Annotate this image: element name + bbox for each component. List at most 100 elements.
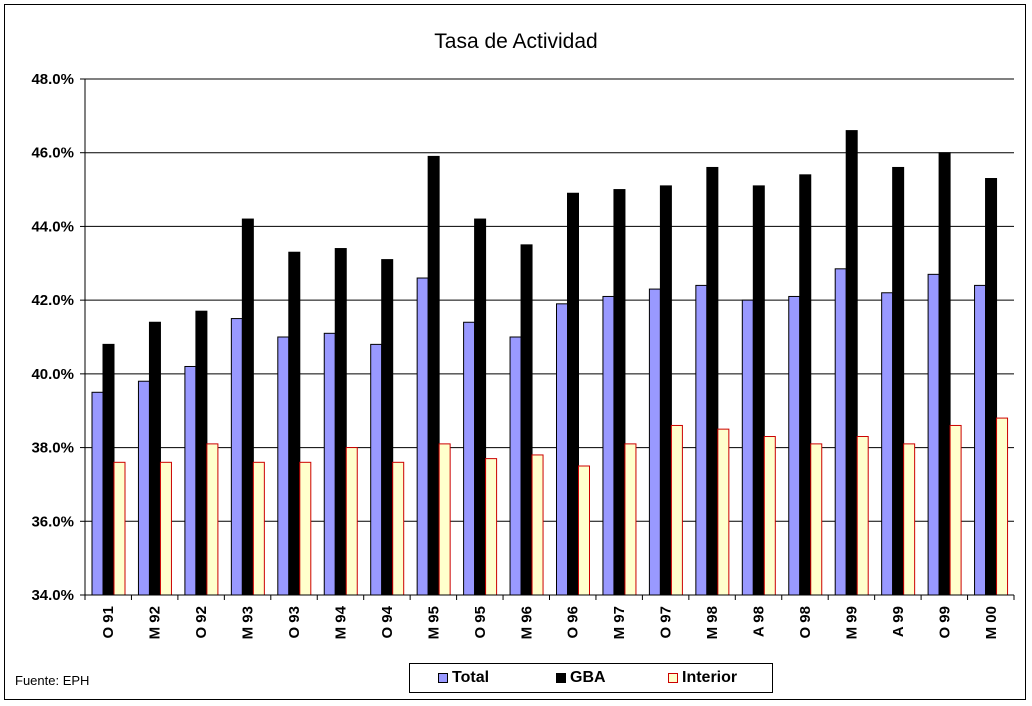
bar-total-7 [416,277,429,596]
bar-interior-10 [578,465,590,596]
bar-total-13 [695,284,708,596]
bar-interior-1 [159,461,172,596]
bar-gba-5 [334,248,347,596]
y-tick-label: 46.0% [31,145,74,162]
bar-gba-1 [148,321,161,596]
bar-total-16 [834,268,847,596]
x-tick-label: O 97 [658,606,675,639]
bar-interior-7 [438,443,451,596]
x-tick-label: M 92 [147,606,164,639]
bar-gba-2 [195,310,208,596]
legend-label: Interior [682,669,738,686]
bar-total-18 [927,273,940,596]
bar-interior-3 [252,461,265,596]
legend-swatch-total [438,673,448,683]
bar-gba-0 [102,343,115,596]
y-tick-label: 36.0% [31,513,74,530]
x-tick-label: M 95 [425,606,442,639]
bar-gba-6 [381,259,394,596]
x-tick-label: M 99 [843,606,860,639]
legend-item-total: Total [438,669,489,687]
x-tick-label: M 00 [983,606,1000,639]
bar-total-8 [463,321,476,596]
bar-gba-8 [474,218,487,596]
bar-total-4 [277,336,290,596]
bar-interior-16 [856,436,869,596]
chart-title: Tasa de Actividad [434,30,597,53]
x-tick-label: M 97 [611,606,628,639]
legend-item-interior: Interior [668,669,737,687]
x-tick-label: A 98 [751,606,768,637]
x-tick-label: M 94 [332,605,349,639]
bar-gba-18 [938,152,951,596]
bar-total-5 [323,332,336,596]
bar-gba-10 [567,192,579,596]
y-tick-label: 44.0% [31,218,74,235]
y-tick-label: 48.0% [31,71,74,88]
y-tick-label: 34.0% [31,587,74,604]
bar-gba-11 [613,189,626,596]
bar-interior-19 [996,417,1009,596]
source-note: Fuente: EPH [15,673,90,688]
bar-interior-17 [903,443,916,596]
legend-label: Total [452,669,490,686]
bar-interior-4 [299,461,312,596]
y-tick-label: 38.0% [31,440,74,457]
bar-gba-7 [427,155,440,596]
bar-total-12 [648,288,661,596]
bar-total-3 [230,318,243,596]
y-tick-label: 40.0% [31,366,74,383]
bar-interior-14 [763,436,776,596]
bar-total-6 [370,343,383,596]
bar-interior-8 [485,458,498,596]
bar-total-14 [741,299,754,596]
y-tick-label: 42.0% [31,292,74,309]
bar-interior-11 [624,443,637,596]
bar-gba-17 [892,166,905,596]
bar-gba-9 [520,244,533,596]
axes [84,79,1014,596]
bar-total-15 [788,295,801,596]
x-tick-label: O 92 [193,606,210,639]
bar-total-0 [91,391,104,596]
bar-total-17 [881,292,894,596]
bar-interior-9 [531,454,544,596]
x-tick-label: O 96 [565,606,582,639]
bar-total-9 [509,336,522,596]
bars [91,130,1009,596]
x-tick-label: O 94 [379,605,396,638]
legend: Total GBA Interior [409,663,773,693]
bar-gba-12 [659,185,672,596]
x-tick-label: A 99 [890,606,907,637]
legend-item-gba: GBA [556,669,606,687]
bar-interior-6 [392,461,405,596]
bar-gba-3 [241,218,254,596]
bar-gba-16 [845,130,858,596]
bar-interior-13 [717,428,730,596]
x-tick-label: M 96 [518,606,535,639]
bar-interior-18 [949,424,962,596]
y-axis-ticks: 34.0% 36.0% 38.0% 40.0% 42.0% 44.0% 46.0% 48.0% [31,71,85,604]
bar-interior-12 [670,424,683,596]
x-tick-label: O 91 [100,606,117,639]
bar-gba-15 [799,174,812,596]
bar-gba-19 [985,178,998,596]
bar-gba-13 [706,166,719,596]
bar-gba-4 [288,251,301,596]
bar-gba-14 [752,185,765,596]
bar-interior-2 [206,443,219,596]
x-tick-label: O 98 [797,606,814,639]
gridlines [85,78,1014,522]
x-tick-label: O 99 [936,606,953,639]
bar-total-10 [556,303,568,596]
x-axis-ticks: O 91 M 92 O 92 M 93 O 93 M 94 O 94 M 95 O 95 M 96… [84,595,1015,639]
legend-label: GBA [570,669,606,686]
x-tick-label: O 95 [472,606,489,639]
x-tick-label: M 98 [704,606,721,639]
bar-interior-15 [810,443,823,596]
bar-interior-0 [113,461,126,596]
x-tick-label: M 93 [240,606,257,639]
x-tick-label: O 93 [286,606,303,639]
legend-swatch-interior [668,673,678,683]
